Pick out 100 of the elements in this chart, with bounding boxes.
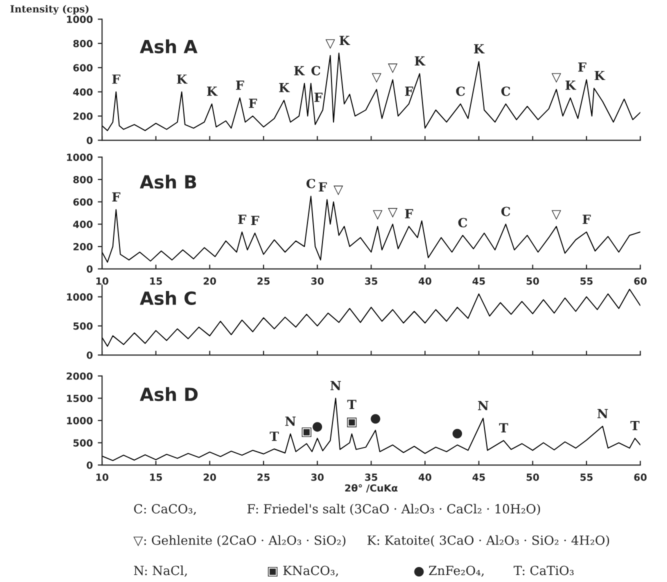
x-tick-label: 10 [96, 474, 108, 481]
annotation: T [270, 432, 279, 441]
annotation: ▽ [388, 208, 398, 218]
annotation: F [238, 214, 246, 224]
annotation: K [207, 86, 218, 96]
annotation: N [285, 416, 296, 426]
annotation: F [405, 86, 414, 96]
y-tick-label: 0 [86, 265, 93, 273]
y-tick-label: 0 [86, 136, 93, 144]
annotation: N [597, 409, 608, 418]
x-tick-label: 30 [311, 474, 324, 481]
x-tick-label: 35 [365, 277, 378, 285]
x-tick-label: 55 [580, 278, 593, 285]
y-tick-label: 0 [86, 352, 93, 359]
chart-title: Ash C [140, 291, 196, 305]
text: ▣ KNaCO₃, [268, 566, 338, 577]
annotation: C [306, 178, 316, 188]
x-tick-label: 40 [418, 474, 432, 481]
annotation: K [176, 74, 188, 84]
x-tick-label: 55 [580, 474, 593, 481]
annotation: T [347, 400, 356, 410]
y-tick-label: 1500 [67, 394, 93, 402]
y-tick-label: 600 [73, 198, 93, 206]
annotation: F [582, 214, 591, 224]
x-tick-label: 30 [311, 277, 324, 285]
x-tick-label: 20 [204, 277, 216, 285]
text: ▽: Gehlenite (2CaO · Al₂O₃ · SiO₂) [133, 535, 346, 547]
annotation: C [311, 66, 320, 76]
annotation: N [330, 380, 341, 390]
annotation: ▣ [302, 427, 312, 438]
y-tick-label: 2000 [66, 372, 93, 380]
y-axis-title: Intensity (cps) [10, 5, 89, 15]
annotation: ▣ [347, 418, 357, 428]
annotation: C [501, 206, 510, 216]
x-tick-label: 60 [634, 474, 647, 481]
annotation: K [594, 70, 606, 80]
annotation: ▽ [552, 73, 562, 83]
y-tick-label: 400 [73, 220, 93, 228]
x-tick-label: 25 [258, 277, 270, 285]
annotation: F [248, 98, 258, 108]
y-tick-label: 1000 [67, 293, 93, 301]
annotation: F [251, 216, 260, 225]
x-tick-label: 50 [526, 474, 539, 481]
line-series [102, 288, 640, 347]
x-tick-label: 45 [472, 278, 485, 285]
annotation: K [414, 56, 426, 66]
line-series [102, 52, 640, 132]
annotation: ▽ [372, 73, 382, 83]
annotation: ● [452, 428, 462, 438]
text: K: Katoite( 3CaO · Al₂O₃ · SiO₂ · 4H₂O) [368, 535, 610, 547]
x-tick-label: 40 [418, 277, 432, 285]
y-tick-label: 0 [86, 461, 93, 469]
y-tick-label: 1000 [67, 416, 93, 424]
annotation: ▽ [372, 210, 382, 220]
annotation: F [405, 209, 414, 218]
x-axis-title: 2θ° /CuKα [345, 484, 398, 492]
text: Ash D [140, 387, 198, 402]
annotation: K [279, 83, 290, 92]
annotation: N [478, 401, 488, 410]
annotation: F [318, 182, 327, 192]
y-tick-label: 400 [73, 88, 93, 96]
annotation: F [236, 80, 244, 90]
x-tick-label: 60 [634, 277, 647, 285]
annotation: K [294, 66, 305, 76]
y-tick-label: 800 [73, 176, 93, 184]
x-tick-label: 15 [150, 474, 162, 481]
x-tick-label: 45 [472, 474, 485, 481]
text: N: NaCl, [134, 566, 187, 577]
text: T: CaTiO₃ [514, 566, 574, 576]
annotation: ▽ [334, 186, 344, 196]
annotation: ● [370, 414, 380, 424]
annotation: F [112, 192, 120, 202]
x-tick-label: 10 [96, 277, 108, 285]
text: ● ZnFe₂O₄, [414, 566, 484, 577]
y-tick-label: 600 [73, 64, 93, 72]
annotation: ▽ [552, 210, 562, 220]
annotation: K [566, 80, 576, 90]
annotation: ▽ [388, 64, 398, 74]
y-tick-label: 500 [73, 439, 93, 447]
annotation: T [499, 423, 508, 432]
y-tick-label: 800 [73, 40, 93, 48]
annotation: K [339, 36, 350, 45]
annotation: C [501, 86, 510, 96]
text: F: Friedel's salt (3CaO · Al₂O₃ · CaCl₂ · 10H₂O) [247, 504, 540, 516]
y-tick-label: 1000 [67, 16, 93, 24]
annotation: ● [312, 422, 322, 432]
text: C: CaCO₃, [134, 504, 196, 516]
x-tick-label: 25 [258, 474, 270, 481]
x-tick-label: 20 [204, 474, 216, 481]
annotation: F [578, 62, 586, 72]
x-tick-label: 35 [365, 474, 378, 481]
x-tick-label: 15 [150, 278, 162, 285]
text: Ash A [140, 39, 198, 54]
annotation: F [314, 92, 323, 102]
y-tick-label: 1000 [67, 154, 93, 161]
annotation: T [630, 421, 640, 430]
x-tick-label: 50 [526, 277, 539, 285]
text: Ash B [140, 174, 196, 189]
y-tick-label: 200 [74, 112, 93, 120]
y-tick-label: 200 [74, 243, 93, 250]
